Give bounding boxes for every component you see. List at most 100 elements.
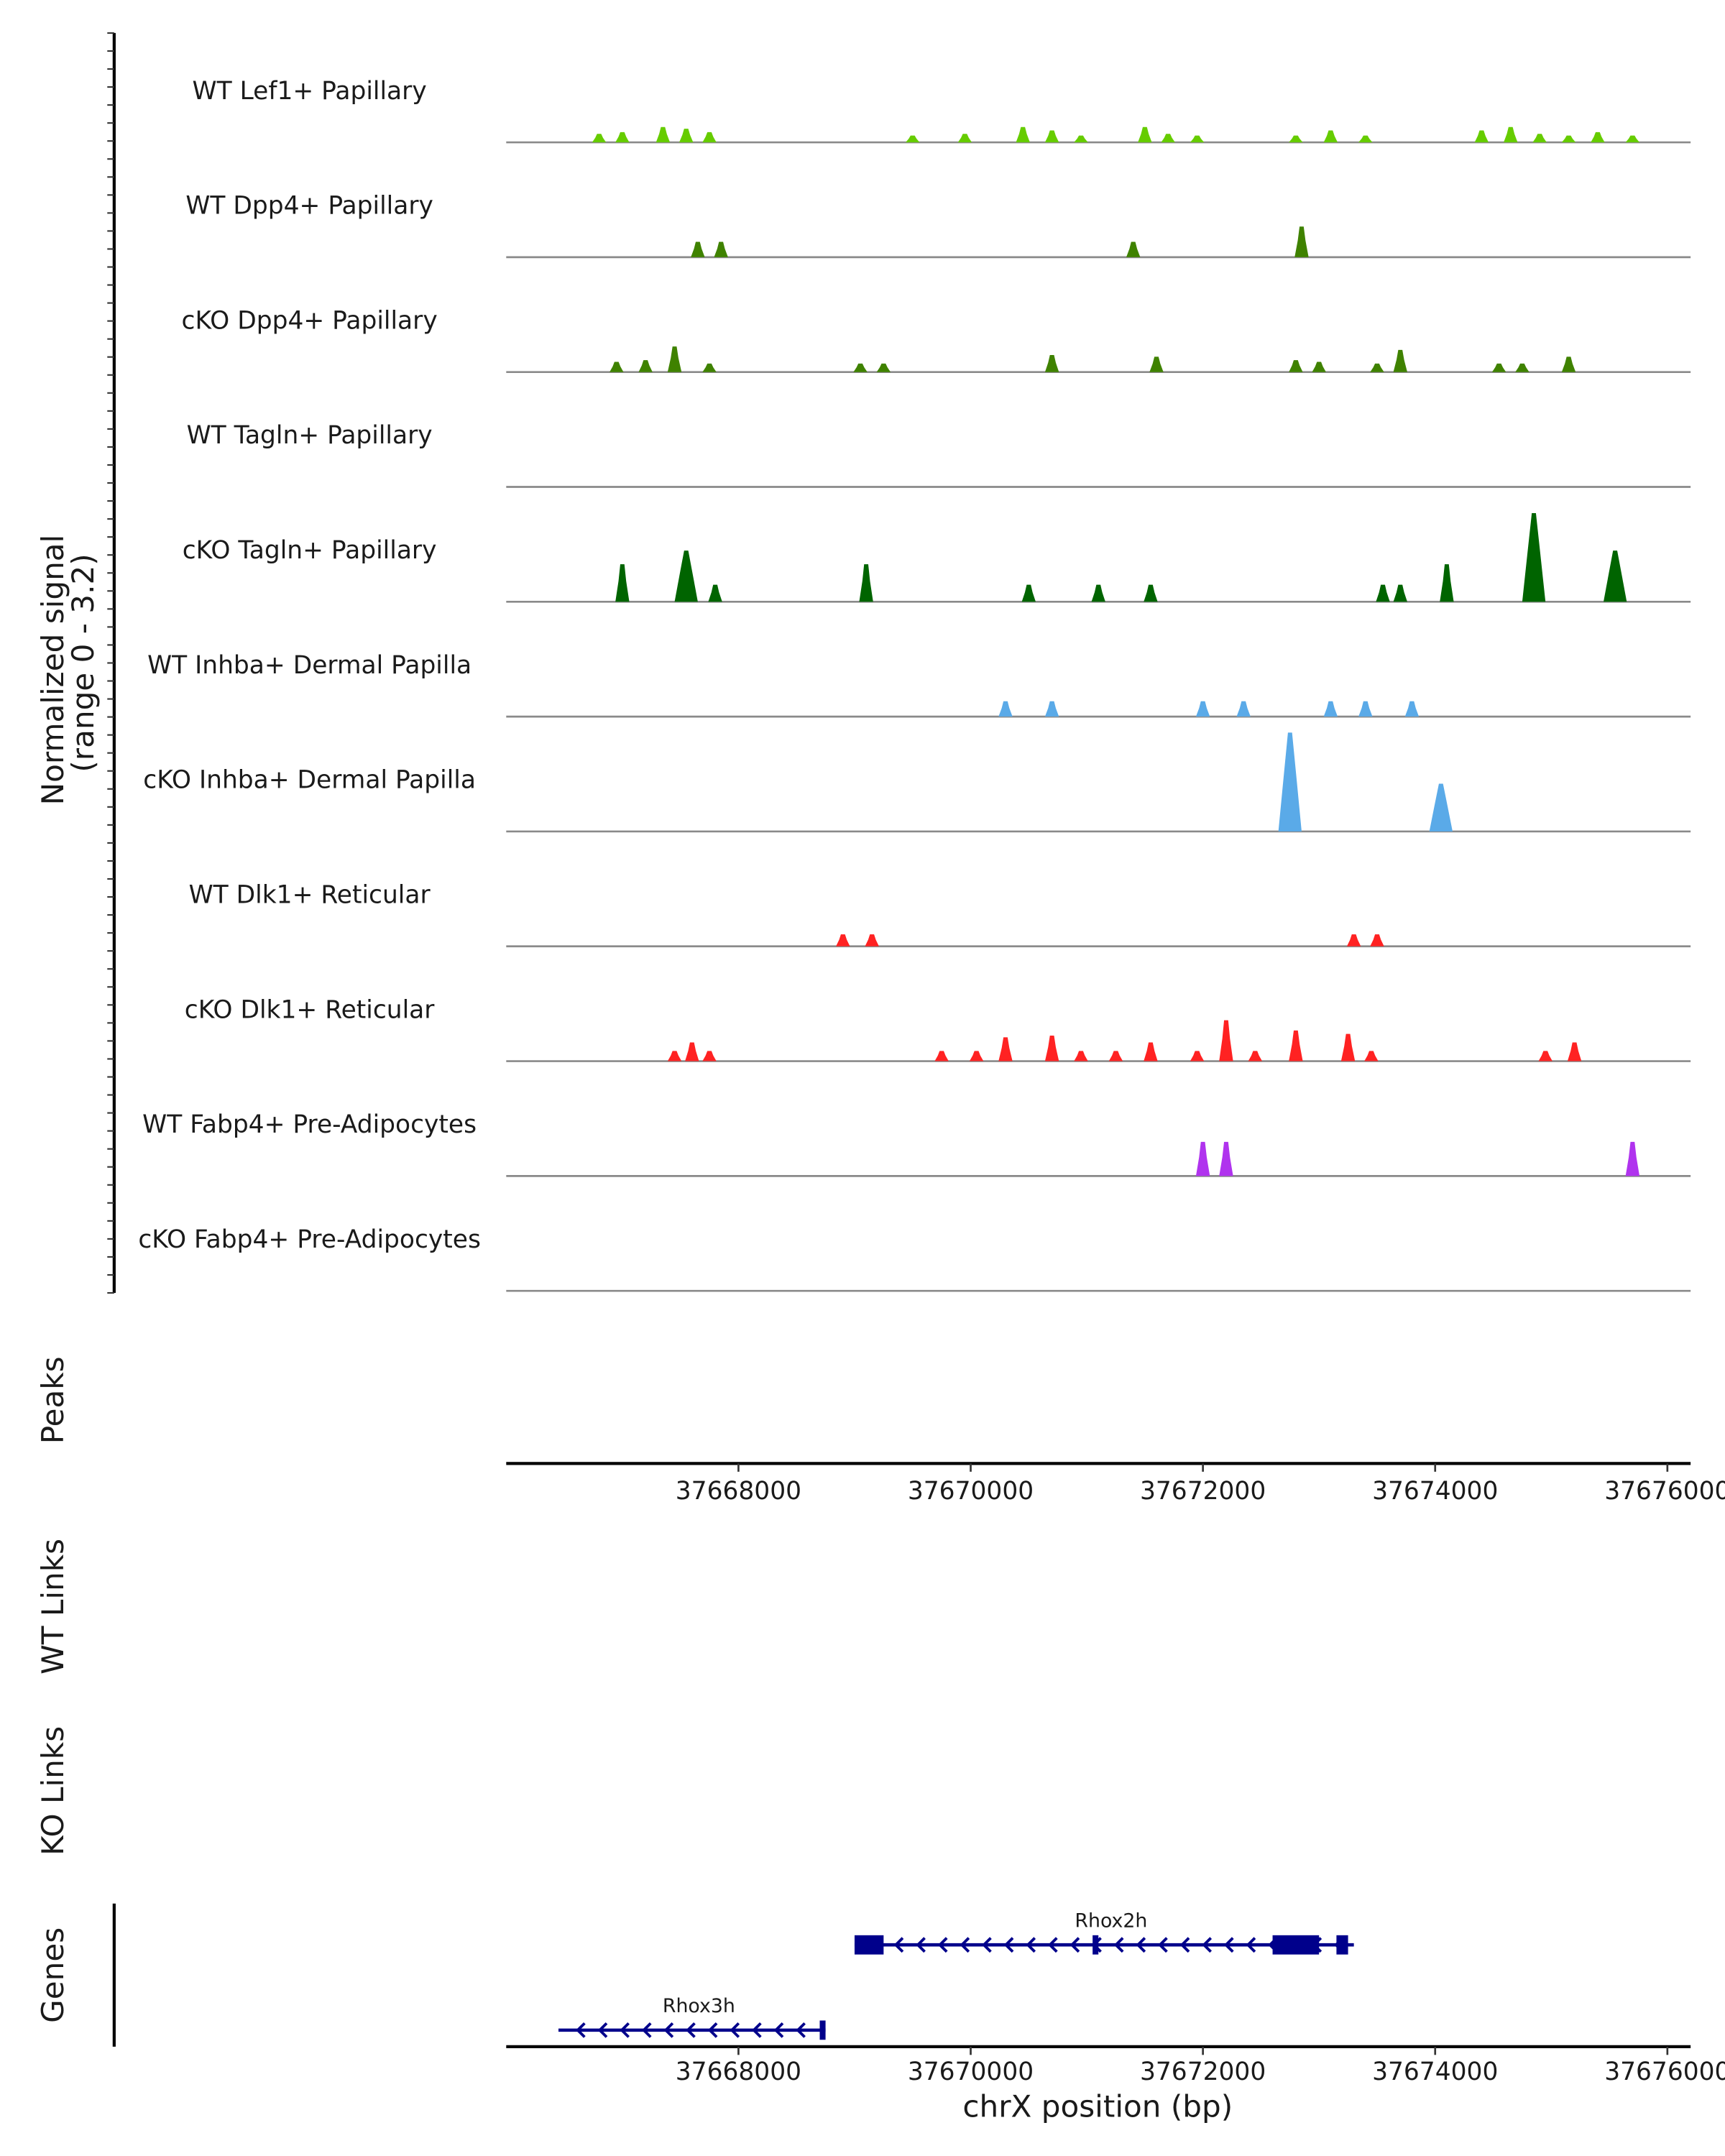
coverage-peak — [1108, 1051, 1123, 1061]
coverage-peak — [998, 1037, 1013, 1061]
coverage-peak — [998, 701, 1013, 717]
gene-strand-arrow — [916, 1937, 926, 1953]
coverage-peak — [1393, 584, 1407, 602]
track-label: WT Dlk1+ Reticular — [189, 880, 431, 909]
track-label: WT Tagln+ Papillary — [187, 421, 433, 450]
coverage-peak — [1044, 354, 1059, 372]
coverage-peak — [1358, 135, 1373, 143]
coverage-peak — [1538, 1051, 1552, 1061]
track-label: WT Lef1+ Papillary — [193, 77, 427, 106]
gene-strand-arrow — [620, 2022, 630, 2038]
coverage-peak — [876, 363, 891, 372]
gene-strand-arrow — [576, 2022, 586, 2038]
coverage-peak — [702, 1051, 717, 1061]
coverage-peak — [1190, 135, 1205, 143]
coverage-peak — [1561, 135, 1576, 143]
gene-strand-arrow — [1026, 1937, 1036, 1953]
gene-strand-arrow — [663, 2022, 674, 2038]
coverage-peak — [1219, 1020, 1233, 1061]
coverage-peak — [836, 934, 850, 946]
gene-strand-arrow — [641, 2022, 652, 2038]
coverage-peak — [1236, 701, 1251, 717]
coverage-peak — [714, 241, 728, 257]
coverage-peak — [1603, 550, 1627, 602]
coverage-peak — [969, 1051, 984, 1061]
coverage-peak — [1289, 1030, 1303, 1061]
coverage-peak — [1248, 1051, 1263, 1061]
coverage-peak — [1404, 701, 1420, 717]
coverage-peak — [1016, 126, 1030, 143]
coverage-peak — [1376, 584, 1390, 602]
coverage-peak — [708, 584, 722, 602]
coverage-peak — [1346, 934, 1361, 946]
coverage-peak — [1144, 1042, 1158, 1061]
ko-links-panel-label: KO Links — [35, 1726, 70, 1856]
coverage-peak — [1195, 701, 1210, 717]
coverage-peak — [934, 1051, 949, 1061]
x-tick-label-lower: 37670000 — [908, 2058, 1034, 2086]
coverage-peak — [1294, 226, 1309, 257]
coverage-peak — [1323, 130, 1338, 143]
coverage-peak — [1515, 363, 1530, 372]
gene-name-label: Rhox2h — [1075, 1909, 1147, 1932]
coverage-peak — [1491, 363, 1506, 372]
gene-strand-arrow — [1224, 1937, 1234, 1953]
track-label: cKO Fabp4+ Pre-Adipocytes — [138, 1225, 481, 1254]
coverage-peak — [615, 132, 630, 143]
x-tick-label-lower: 37676000 — [1604, 2058, 1725, 2086]
coverage-peak — [1567, 1042, 1582, 1061]
coverage-peak — [1138, 126, 1152, 143]
coverage-peak — [1474, 130, 1489, 143]
gene-strand-arrow — [937, 1937, 948, 1953]
coverage-peak — [1312, 361, 1326, 372]
coverage-peak — [1323, 701, 1338, 717]
x-axis-title: chrX position (bp) — [962, 2088, 1233, 2124]
track-label: WT Inhba+ Dermal Papilla — [147, 651, 472, 680]
coverage-peak — [1044, 1035, 1059, 1061]
coverage-peak — [1195, 1141, 1210, 1176]
gene-exon — [819, 2020, 826, 2040]
coverage-peak — [1364, 1051, 1379, 1061]
coverage-peak — [1429, 783, 1453, 831]
coverage-peak — [1561, 356, 1576, 372]
coverage-peak — [1370, 363, 1384, 372]
gene-strand-arrow — [1003, 1937, 1014, 1953]
coverage-peak — [1126, 241, 1141, 257]
coverage-peak — [674, 550, 698, 602]
coverage-peak — [1504, 126, 1518, 143]
gene-exon — [1336, 1935, 1348, 1955]
genes-panel-label: Genes — [35, 1927, 70, 2023]
track-label: cKO Tagln+ Papillary — [183, 536, 437, 565]
coverage-peak — [1440, 564, 1454, 602]
gene-strand-arrow — [1179, 1937, 1190, 1953]
coverage-peak — [853, 363, 868, 372]
peaks-panel-label: Peaks — [35, 1356, 70, 1444]
coverage-peak — [957, 134, 972, 143]
x-tick-label-lower: 37672000 — [1140, 2058, 1266, 2086]
gene-exon — [1272, 1935, 1320, 1955]
coverage-y-label: Normalized signal — [35, 535, 70, 806]
gene-strand-arrow — [1048, 1937, 1058, 1953]
coverage-peak — [1144, 584, 1158, 602]
x-tick-label-upper: 37674000 — [1372, 1477, 1498, 1506]
coverage-peak — [1289, 135, 1303, 143]
gene-strand-arrow — [773, 2022, 784, 2038]
gene-strand-arrow — [1246, 1937, 1256, 1953]
gene-name-label: Rhox3h — [663, 1995, 735, 2017]
coverage-peak — [1091, 584, 1105, 602]
gene-strand-arrow — [893, 1937, 904, 1953]
coverage-peak — [1289, 360, 1303, 372]
gene-strand-arrow — [1136, 1937, 1146, 1953]
x-tick-label-upper: 37676000 — [1604, 1477, 1725, 1506]
coverage-peak — [656, 126, 671, 143]
gene-strand-arrow — [707, 2022, 718, 2038]
coverage-peak — [1044, 701, 1059, 717]
gene-strand-arrow — [1113, 1937, 1124, 1953]
coverage-peak — [702, 132, 717, 143]
track-label: cKO Dlk1+ Reticular — [185, 995, 435, 1024]
gene-strand-arrow — [1158, 1937, 1168, 1953]
coverage-peak — [906, 135, 920, 143]
gene-strand-arrow — [597, 2022, 608, 2038]
coverage-peak — [1340, 1033, 1356, 1061]
track-label: cKO Dpp4+ Papillary — [182, 306, 438, 335]
